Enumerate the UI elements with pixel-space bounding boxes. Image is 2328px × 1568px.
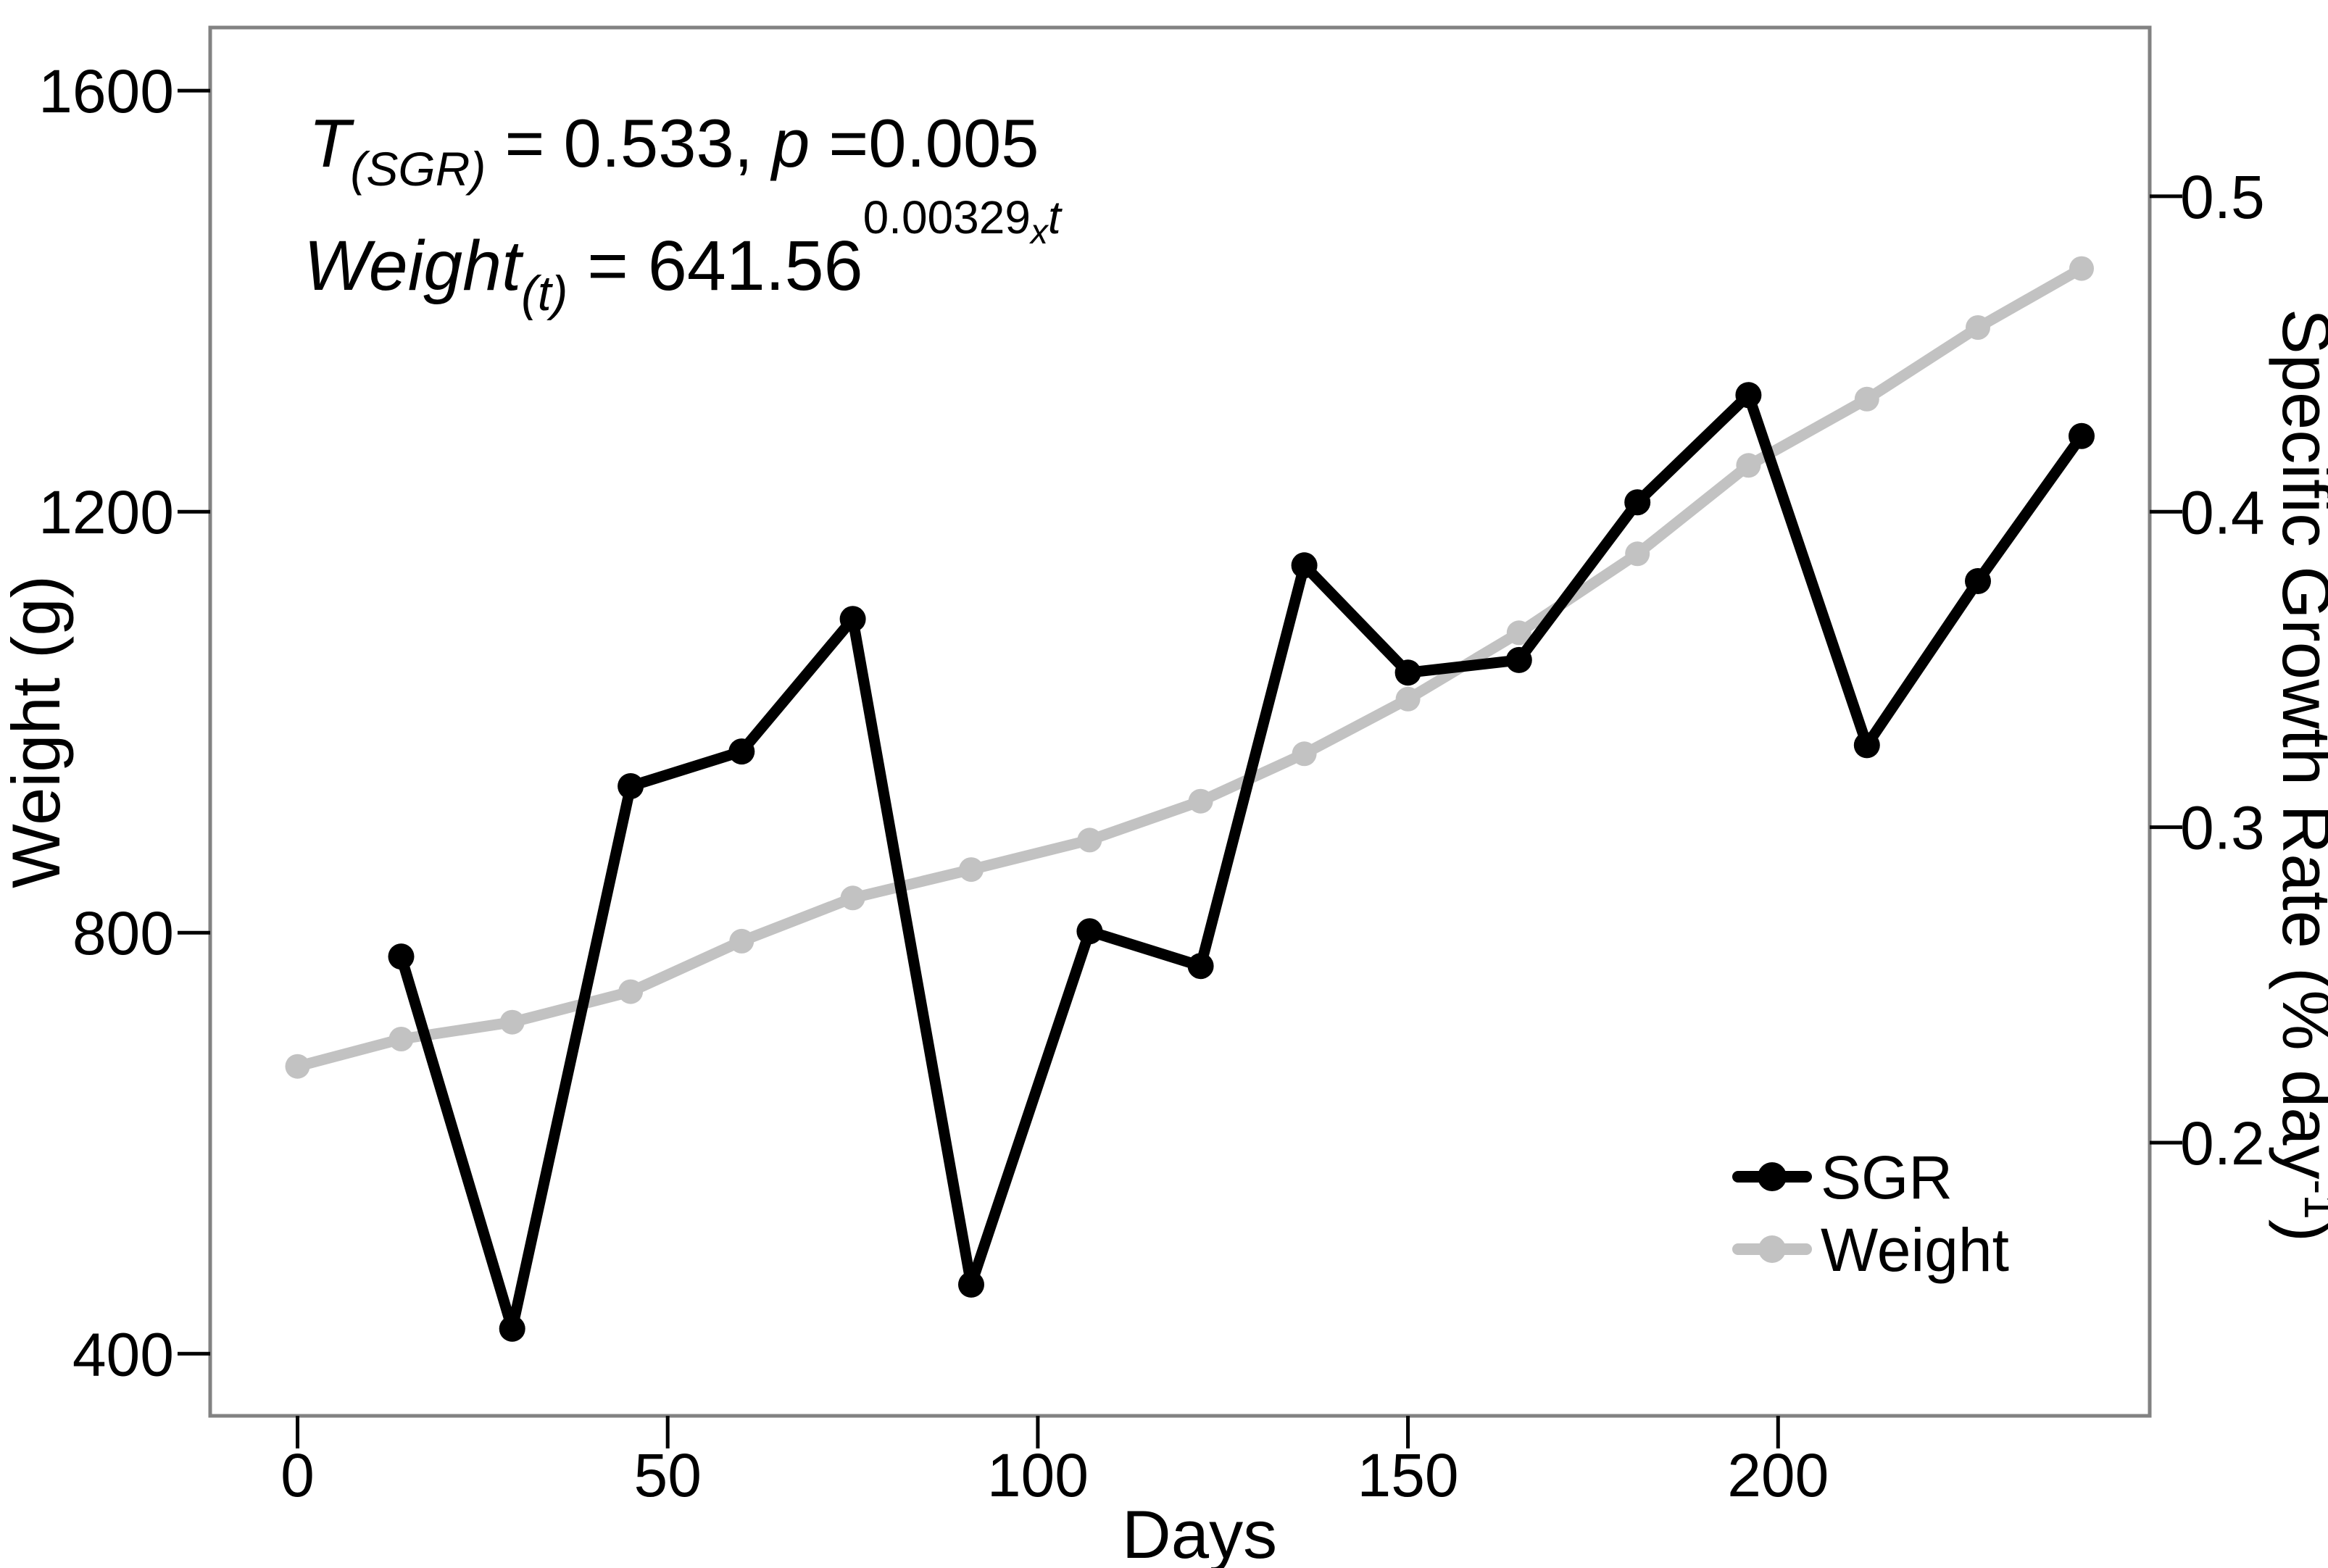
plot-area [208,25,2152,1418]
y-left-tick-label: 400 [72,1320,174,1388]
p-symbol: p [770,105,810,181]
series-point-sgr [728,738,755,765]
legend-weight-label: Weight [1821,1216,2009,1284]
weight-equation: = 641.56 [568,226,862,305]
series-point-sgr [1965,568,1991,594]
series-point-weight [1188,788,1213,814]
legend-sgr-label: SGR [1821,1143,1953,1212]
exponent-coefficient: 0.00329 [863,191,1031,243]
series-point-weight [618,979,644,1004]
series-point-sgr [2069,422,2095,449]
series-point-sgr [1853,732,1880,759]
series-point-sgr [388,943,415,970]
x-axis-title: Days [1122,1496,1277,1568]
series-point-sgr [1505,646,1532,673]
series-point-weight [2069,256,2094,281]
series-point-weight [1736,453,1761,478]
y-right-tick-label: 0.3 [2180,794,2265,862]
y-right-axis-title: Specific Growth Rate (% day-1) [2269,309,2328,1242]
legend-item-weight: Weight [1732,1216,2009,1284]
tau-symbol: T [309,105,354,181]
series-point-weight [1292,741,1317,767]
x-axis-ticks: 0 50 100 150 200 [280,1416,1829,1509]
series-point-weight [499,1009,525,1035]
x-tick-label: 50 [633,1441,701,1509]
annotation-model-line: Weight(t) = 641.560.00329xt [304,191,1063,321]
series-point-sgr [839,606,866,633]
series-point-weight [1395,686,1421,712]
y-right-title-sup: -1 [2295,1180,2328,1219]
x-tick-label: 150 [1358,1441,1459,1509]
y-right-tick-label: 0.2 [2180,1109,2265,1177]
weight-subscript: (t) [521,266,568,321]
series-point-sgr [618,773,644,799]
tau-subscript: (SGR) [350,142,486,196]
y-right-tick-label: 0.4 [2180,478,2265,546]
series-point-sgr [1624,489,1651,516]
p-value: =0.005 [810,105,1039,181]
series-point-sgr [499,1315,525,1342]
series-point-weight [840,885,865,911]
y-right-axis-ticks: 0.2 0.3 0.4 0.5 [2150,163,2265,1177]
y-left-tick-label: 1200 [38,478,174,546]
series-point-weight [1625,541,1650,567]
series-point-weight [1506,620,1531,646]
y-left-tick-label: 1600 [38,57,174,125]
series-line-sgr [396,389,2087,1335]
exponent-times: x [1029,213,1049,251]
legend-weight-marker [1758,1235,1786,1263]
series-point-weight [959,857,984,883]
series-point-weight [285,1054,310,1079]
y-right-title-main: Specific Growth Rate (% day [2269,309,2328,1180]
y-left-tick-label: 800 [72,899,174,967]
weight-word: Weight [304,226,524,305]
series-point-sgr [1394,659,1421,686]
legend: SGR Weight [1732,1143,2009,1284]
y-right-tick-label: 0.5 [2180,163,2265,231]
series-point-sgr [1187,953,1214,980]
series-point-sgr [1076,918,1103,945]
series-point-weight [1077,827,1102,853]
series-point-weight [1966,315,1990,340]
series-layer [285,256,2095,1342]
series-point-weight [388,1027,414,1051]
series-point-sgr [1735,382,1762,409]
y-left-axis-title: Weight (g) [0,575,74,888]
x-tick-label: 100 [987,1441,1089,1509]
series-point-weight [729,928,754,954]
x-tick-label: 200 [1727,1441,1829,1509]
series-point-weight [1854,386,1879,412]
series-point-sgr [1291,552,1318,579]
exponent-t: t [1048,191,1063,243]
annotation-tau-line: T(SGR) = 0.533, p =0.005 [309,105,1039,196]
legend-sgr-marker [1758,1162,1787,1191]
legend-item-sgr: SGR [1732,1143,1953,1212]
y-left-axis-ticks: 400 800 1200 1600 [38,57,210,1388]
x-tick-label: 0 [280,1441,315,1509]
series-point-sgr [958,1271,984,1298]
y-right-title-close: ) [2269,1219,2328,1242]
tau-value: = 0.533, [486,105,772,181]
